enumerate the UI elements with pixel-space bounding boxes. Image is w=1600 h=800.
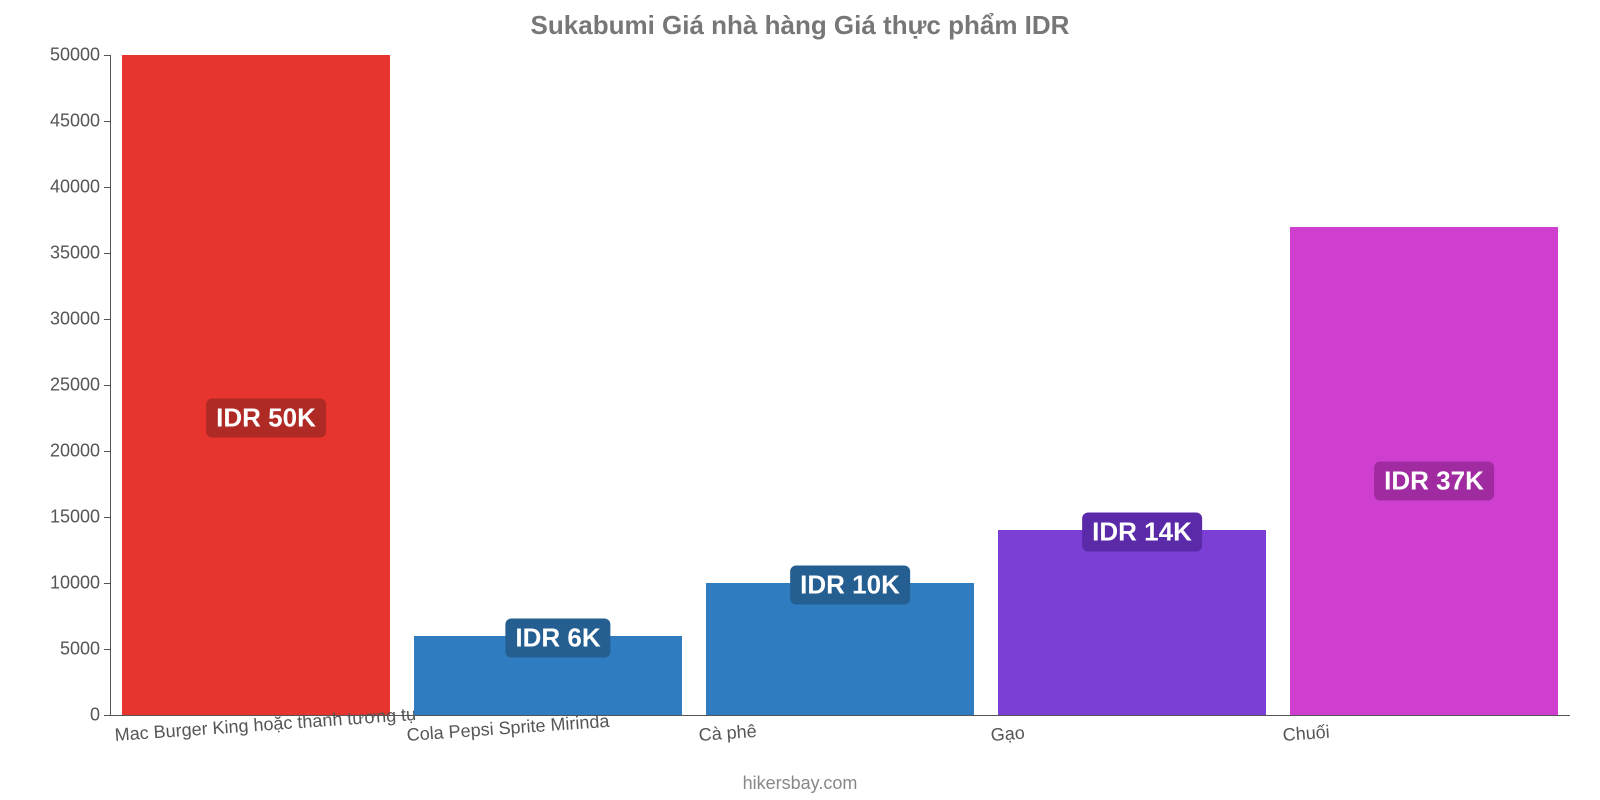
y-tick-label: 15000	[50, 507, 110, 528]
category-label: Cola Pepsi Sprite Mirinda	[406, 711, 610, 746]
category-label: Chuối	[1282, 722, 1330, 746]
credit-text: hikersbay.com	[743, 773, 858, 794]
y-tick-label: 35000	[50, 243, 110, 264]
bar-chart: Sukabumi Giá nhà hàng Giá thực phẩm IDR …	[0, 0, 1600, 800]
plot-area: 0500010000150002000025000300003500040000…	[110, 55, 1570, 715]
chart-title: Sukabumi Giá nhà hàng Giá thực phẩm IDR	[0, 10, 1600, 41]
y-tick-label: 25000	[50, 375, 110, 396]
category-label: Gạo	[990, 723, 1025, 746]
bar	[122, 55, 391, 715]
value-chip: IDR 50K	[206, 399, 326, 438]
value-chip: IDR 14K	[1082, 513, 1202, 552]
category-label: Cà phê	[698, 721, 757, 746]
y-tick-label: 45000	[50, 111, 110, 132]
y-tick-label: 40000	[50, 177, 110, 198]
value-chip: IDR 6K	[505, 618, 610, 657]
y-tick-label: 10000	[50, 573, 110, 594]
y-tick-label: 5000	[60, 639, 110, 660]
y-axis	[110, 55, 111, 715]
bar	[998, 530, 1267, 715]
y-tick-label: 0	[90, 705, 110, 726]
value-chip: IDR 10K	[790, 566, 910, 605]
y-tick-label: 20000	[50, 441, 110, 462]
value-chip: IDR 37K	[1374, 461, 1494, 500]
y-tick-label: 50000	[50, 45, 110, 66]
y-tick-label: 30000	[50, 309, 110, 330]
